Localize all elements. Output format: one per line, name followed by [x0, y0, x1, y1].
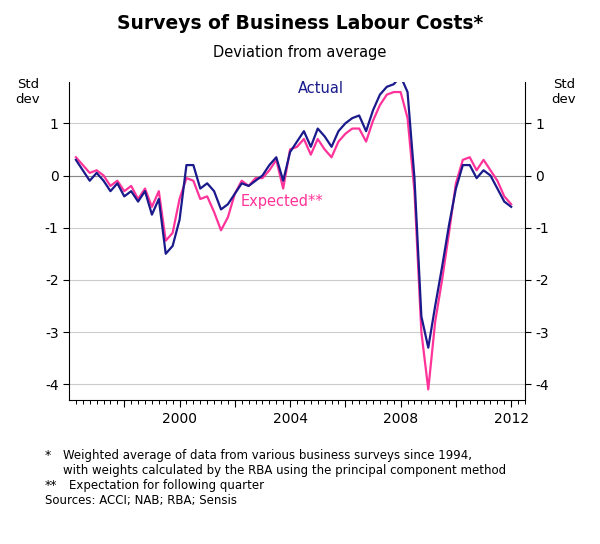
Text: **: ** — [45, 479, 58, 492]
Text: Actual: Actual — [298, 81, 344, 96]
Text: *: * — [45, 449, 51, 462]
Text: Deviation from average: Deviation from average — [214, 45, 386, 60]
Text: Expectation for following quarter: Expectation for following quarter — [69, 479, 264, 492]
Text: Weighted average of data from various business surveys since 1994,: Weighted average of data from various bu… — [63, 449, 472, 462]
Text: Expected**: Expected** — [241, 194, 323, 209]
Text: Surveys of Business Labour Costs*: Surveys of Business Labour Costs* — [117, 14, 483, 33]
Text: with weights calculated by the RBA using the principal component method: with weights calculated by the RBA using… — [63, 464, 506, 477]
Text: Std
dev: Std dev — [551, 78, 576, 107]
Text: Sources: ACCI; NAB; RBA; Sensis: Sources: ACCI; NAB; RBA; Sensis — [45, 494, 237, 508]
Text: Std
dev: Std dev — [16, 78, 40, 107]
